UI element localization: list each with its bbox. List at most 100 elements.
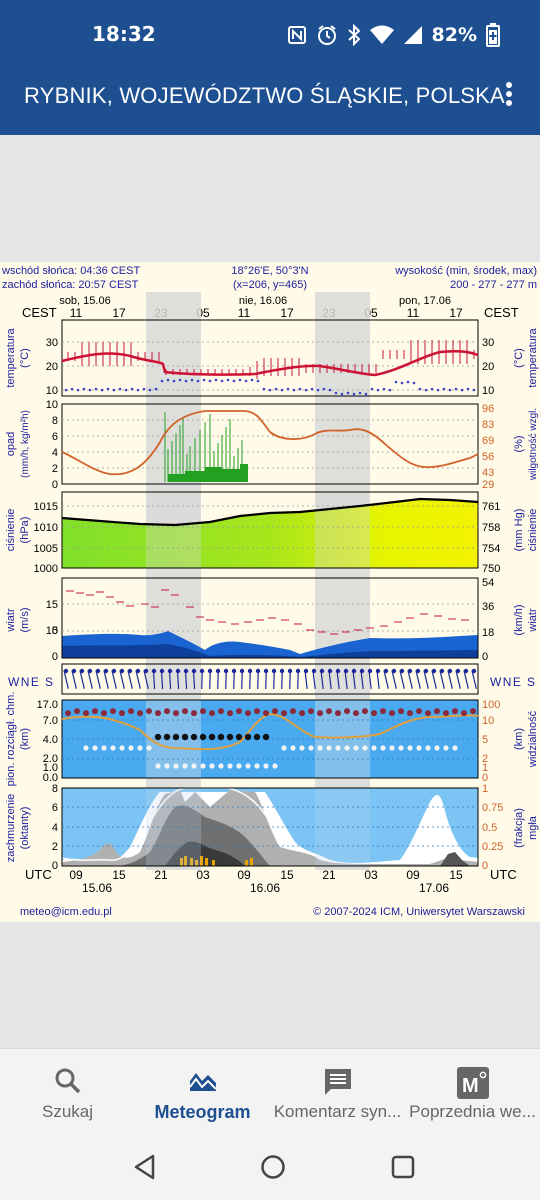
compass-left: WNE S: [8, 675, 53, 689]
cloud-tick: 0: [52, 860, 58, 872]
dew-point-dot: [202, 378, 206, 382]
wind-arrow-head: [87, 668, 93, 674]
dew-point-dot: [364, 392, 368, 396]
wind-arrow: [336, 669, 340, 690]
cloud-top-dot: [218, 708, 224, 715]
wind-arrow-head: [399, 668, 405, 674]
vis-label: pion. rozciągł. chm.: [5, 692, 17, 787]
cloud-base-dot: [190, 733, 198, 741]
dew-point-dot: [400, 381, 404, 385]
visibility-dot: [344, 745, 350, 751]
dew-point-dot: [304, 388, 308, 392]
humidity-tick: 56: [482, 451, 494, 463]
wind-arrow-head: [303, 668, 309, 674]
cest-hour: 17: [449, 306, 463, 320]
dew-point-dot: [268, 388, 272, 392]
visibility-dot: [83, 745, 89, 751]
humidity-tick: 43: [482, 467, 494, 479]
visibility-dot: [209, 763, 215, 769]
fog-unit: (frakcja): [513, 808, 525, 848]
wind-arrow-head: [375, 668, 381, 674]
more-vert-icon[interactable]: [502, 82, 516, 112]
utc-hour: 21: [154, 868, 168, 882]
wind-arrow-head: [359, 668, 365, 674]
dew-point-dot: [190, 378, 194, 382]
dew-point-dot: [226, 378, 230, 382]
cest-hour: 11: [407, 306, 420, 320]
visibility-dot: [317, 745, 323, 751]
wind-arrow: [95, 670, 101, 689]
sunrise-text: wschód słońca: 04:36 CEST: [1, 265, 140, 277]
cest-hour: 11: [238, 306, 251, 320]
cloud-top-dot: [362, 708, 368, 715]
dew-point-dot: [232, 379, 236, 383]
alarm-icon: [317, 25, 336, 45]
dew-point-dot: [424, 388, 428, 392]
dew-point-dot: [436, 388, 440, 392]
wind-arrow: [168, 669, 172, 690]
wind-arrow-head: [159, 668, 165, 674]
visibility-line: [61, 712, 479, 751]
humidity-tick: 83: [482, 419, 494, 431]
status-icons: 82%: [287, 22, 500, 48]
cest-hour: 17: [112, 306, 126, 320]
grid-text: (x=206, y=465): [233, 279, 307, 291]
visibility-dot: [398, 745, 404, 751]
cloud-top-dot: [236, 708, 242, 715]
nav-meteogram-label: Meteogram: [154, 1102, 251, 1122]
visibility-dot: [119, 745, 125, 751]
pressure-label: ciśnienie: [5, 509, 17, 552]
wind-arrow: [312, 669, 316, 690]
wind-arrow: [415, 670, 421, 689]
wind-tick: 15: [46, 599, 58, 611]
nav-previous[interactable]: M Poprzednia we...: [405, 1049, 540, 1135]
vis-tick-r: 1: [482, 762, 488, 774]
dew-point-dot: [340, 392, 344, 396]
wind-arrow: [352, 669, 356, 690]
visibility-dot: [434, 745, 440, 751]
nav-meteogram[interactable]: Meteogram: [135, 1049, 270, 1135]
dew-point-dot: [88, 388, 92, 392]
fog-bar: [184, 856, 187, 866]
meteogram-icon: [188, 1073, 217, 1091]
cloud-top-dot: [200, 708, 206, 715]
meteo-email[interactable]: meteo@icm.edu.pl: [20, 906, 112, 918]
wind-arrow-head: [71, 668, 77, 674]
dew-point-dot: [94, 387, 98, 391]
night-band-1: [146, 292, 201, 870]
wind-arrow-head: [415, 668, 421, 674]
nav-search[interactable]: Szukaj: [0, 1049, 135, 1135]
dew-point-dot: [220, 379, 224, 383]
fog-bar: [250, 858, 253, 866]
visibility-dot: [272, 763, 278, 769]
wind-arrow-head: [215, 668, 221, 674]
recents-icon[interactable]: [390, 1154, 416, 1180]
cloud-top-dot: [371, 710, 377, 717]
temp-tick: 30: [46, 337, 58, 349]
nav-comment[interactable]: Komentarz syn...: [270, 1049, 405, 1135]
day-label-3: pon, 17.06: [399, 295, 451, 307]
wind-arrow-head: [151, 668, 157, 674]
wind-arrow-head: [471, 668, 477, 674]
vis-unit-r: (km): [513, 728, 525, 750]
cloud-unit: (oktanty): [19, 807, 31, 850]
dew-point-dot: [292, 388, 296, 392]
cloud-tick: 4: [52, 822, 58, 834]
elevation-values: 200 - 277 - 277 m: [450, 279, 537, 291]
pressure-tick: 1010: [34, 522, 58, 534]
dew-point-dot: [166, 378, 170, 382]
dew-point-dot: [376, 388, 380, 392]
visibility-dot: [452, 745, 458, 751]
dew-point-dot: [70, 387, 74, 391]
fog-bar: [200, 856, 203, 866]
cloud-top-dot: [317, 710, 323, 717]
wind-arrow: [152, 669, 156, 690]
wind-direction-panel: [61, 663, 479, 695]
vis-tick: 2.0: [43, 753, 58, 765]
back-icon[interactable]: [132, 1154, 158, 1180]
precip-tick: 4: [52, 447, 58, 459]
vis-label-r: widzialność: [527, 710, 539, 768]
home-icon[interactable]: [260, 1154, 286, 1180]
cloud-top-dot: [128, 708, 134, 715]
wind-arrow: [455, 670, 461, 689]
